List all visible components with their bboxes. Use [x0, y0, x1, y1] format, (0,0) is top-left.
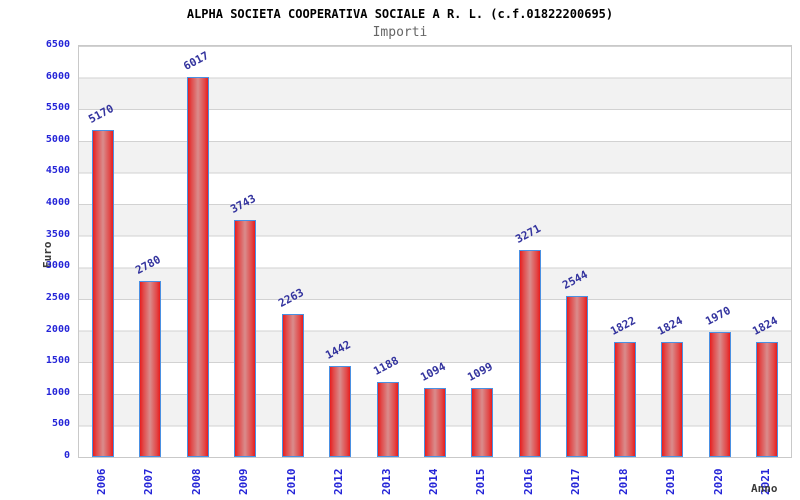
x-tick-label: 2016	[522, 468, 535, 496]
bar-2013	[377, 382, 399, 457]
y-tick-label: 4000	[45, 197, 70, 209]
bar-2009	[234, 220, 256, 457]
bar-2010	[282, 314, 304, 457]
x-tick-label: 2020	[712, 468, 725, 496]
x-tick-label: 2009	[237, 468, 250, 496]
bar-2015	[471, 388, 493, 457]
bar-2019	[661, 342, 683, 457]
y-tick-label: 5500	[45, 102, 70, 114]
bar-value-label: 5170	[86, 101, 116, 126]
y-tick-label: 5000	[45, 133, 70, 145]
x-axis-title: Anno	[751, 482, 778, 495]
bar-value-label: 1188	[371, 353, 401, 378]
x-tick-label: 2017	[569, 468, 582, 496]
bar-2021	[756, 342, 778, 457]
x-tick-label: 2013	[380, 468, 393, 496]
bar-2007	[139, 281, 161, 457]
y-tick-label: 3000	[45, 260, 70, 272]
bar-value-label: 2780	[133, 252, 163, 277]
y-tick-label: 500	[51, 418, 70, 430]
y-tick-label: 0	[63, 450, 70, 461]
x-tick-label: 2007	[142, 468, 155, 496]
bar-2014	[424, 388, 446, 457]
bar-value-label: 1824	[655, 313, 685, 338]
x-tick-label: 2018	[617, 468, 630, 496]
y-tick-label: 6500	[45, 39, 70, 50]
y-tick-label: 2000	[45, 323, 70, 335]
y-tick-label: 1500	[45, 355, 70, 367]
bar-value-label: 1442	[323, 337, 353, 362]
chart-title: ALPHA SOCIETA COOPERATIVA SOCIALE A R. L…	[186, 7, 614, 21]
plot-area: 5170 2780 6017 3743 2263 1442 1188 1094 1099 3271…	[78, 45, 792, 458]
bar-value-label: 1824	[750, 313, 780, 338]
bar-value-label: 6017	[181, 48, 211, 73]
x-tick-label: 2015	[474, 468, 487, 496]
bar-2012	[329, 366, 351, 457]
bar-value-label: 1094	[418, 359, 448, 384]
bar-value-label: 1970	[703, 303, 733, 328]
y-tick-label: 3500	[45, 228, 70, 240]
x-tick-label: 2014	[427, 468, 440, 496]
x-tick-label: 2019	[664, 468, 677, 496]
bar-2017	[566, 296, 588, 457]
bar-value-label: 3271	[513, 221, 543, 246]
bar-2016	[519, 250, 541, 457]
x-tick-label: 2012	[332, 468, 345, 496]
bar-2018	[614, 342, 636, 457]
bar-2008	[187, 77, 209, 457]
x-tick-label: 2006	[95, 468, 108, 496]
x-tick-label: 2008	[190, 468, 203, 496]
chart-subtitle: Importi	[372, 25, 428, 40]
bar-value-label: 1099	[465, 359, 495, 384]
bar-value-label: 2263	[276, 285, 306, 310]
y-tick-label: 1000	[45, 386, 70, 398]
bar-value-label: 3743	[228, 191, 258, 216]
y-tick-label: 6000	[45, 70, 70, 82]
bar-2020	[709, 332, 731, 457]
bar-2006	[92, 130, 114, 457]
bar-value-label: 1822	[608, 313, 638, 338]
y-tick-label: 2500	[45, 291, 70, 303]
bar-value-label: 2544	[560, 267, 590, 292]
x-tick-label: 2010	[285, 468, 298, 496]
y-tick-label: 4500	[45, 165, 70, 177]
